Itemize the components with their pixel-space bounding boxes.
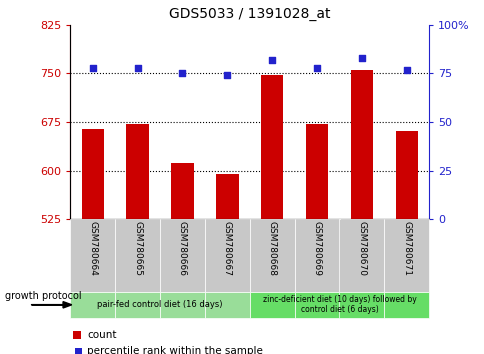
Text: GSM780665: GSM780665	[133, 221, 142, 276]
Bar	[171, 163, 193, 219]
Text: zinc-deficient diet (10 days) followed by
control diet (6 days): zinc-deficient diet (10 days) followed b…	[262, 295, 416, 314]
Text: count: count	[87, 330, 117, 340]
Text: growth protocol: growth protocol	[5, 291, 81, 301]
Point	[313, 65, 320, 70]
Bar	[216, 174, 238, 219]
Title: GDS5033 / 1391028_at: GDS5033 / 1391028_at	[169, 7, 330, 21]
Bar	[260, 75, 283, 219]
Bar	[305, 124, 328, 219]
Text: pair-fed control diet (16 days): pair-fed control diet (16 days)	[97, 300, 222, 309]
Text: GSM780671: GSM780671	[401, 221, 410, 276]
Point	[402, 67, 410, 72]
Text: GSM780664: GSM780664	[88, 221, 97, 276]
Text: GSM780667: GSM780667	[222, 221, 231, 276]
Point	[89, 65, 96, 70]
Text: GSM780670: GSM780670	[357, 221, 366, 276]
Point	[357, 55, 365, 61]
Point	[223, 73, 231, 78]
Text: GSM780666: GSM780666	[178, 221, 187, 276]
Point	[134, 65, 141, 70]
Bar	[395, 131, 417, 219]
Bar	[350, 70, 372, 219]
Point	[105, 322, 113, 328]
Text: percentile rank within the sample: percentile rank within the sample	[87, 346, 263, 354]
Bar	[81, 129, 104, 219]
Text: GSM780669: GSM780669	[312, 221, 321, 276]
Text: GSM780668: GSM780668	[267, 221, 276, 276]
Point	[268, 57, 275, 63]
Point	[178, 70, 186, 76]
Bar	[126, 124, 149, 219]
